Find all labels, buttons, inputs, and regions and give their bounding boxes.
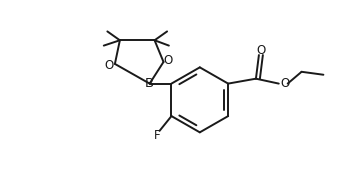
- Text: O: O: [256, 44, 266, 57]
- Text: O: O: [164, 55, 173, 68]
- Text: O: O: [104, 59, 113, 72]
- Text: B: B: [145, 77, 154, 90]
- Text: O: O: [280, 77, 289, 90]
- Text: F: F: [154, 129, 161, 142]
